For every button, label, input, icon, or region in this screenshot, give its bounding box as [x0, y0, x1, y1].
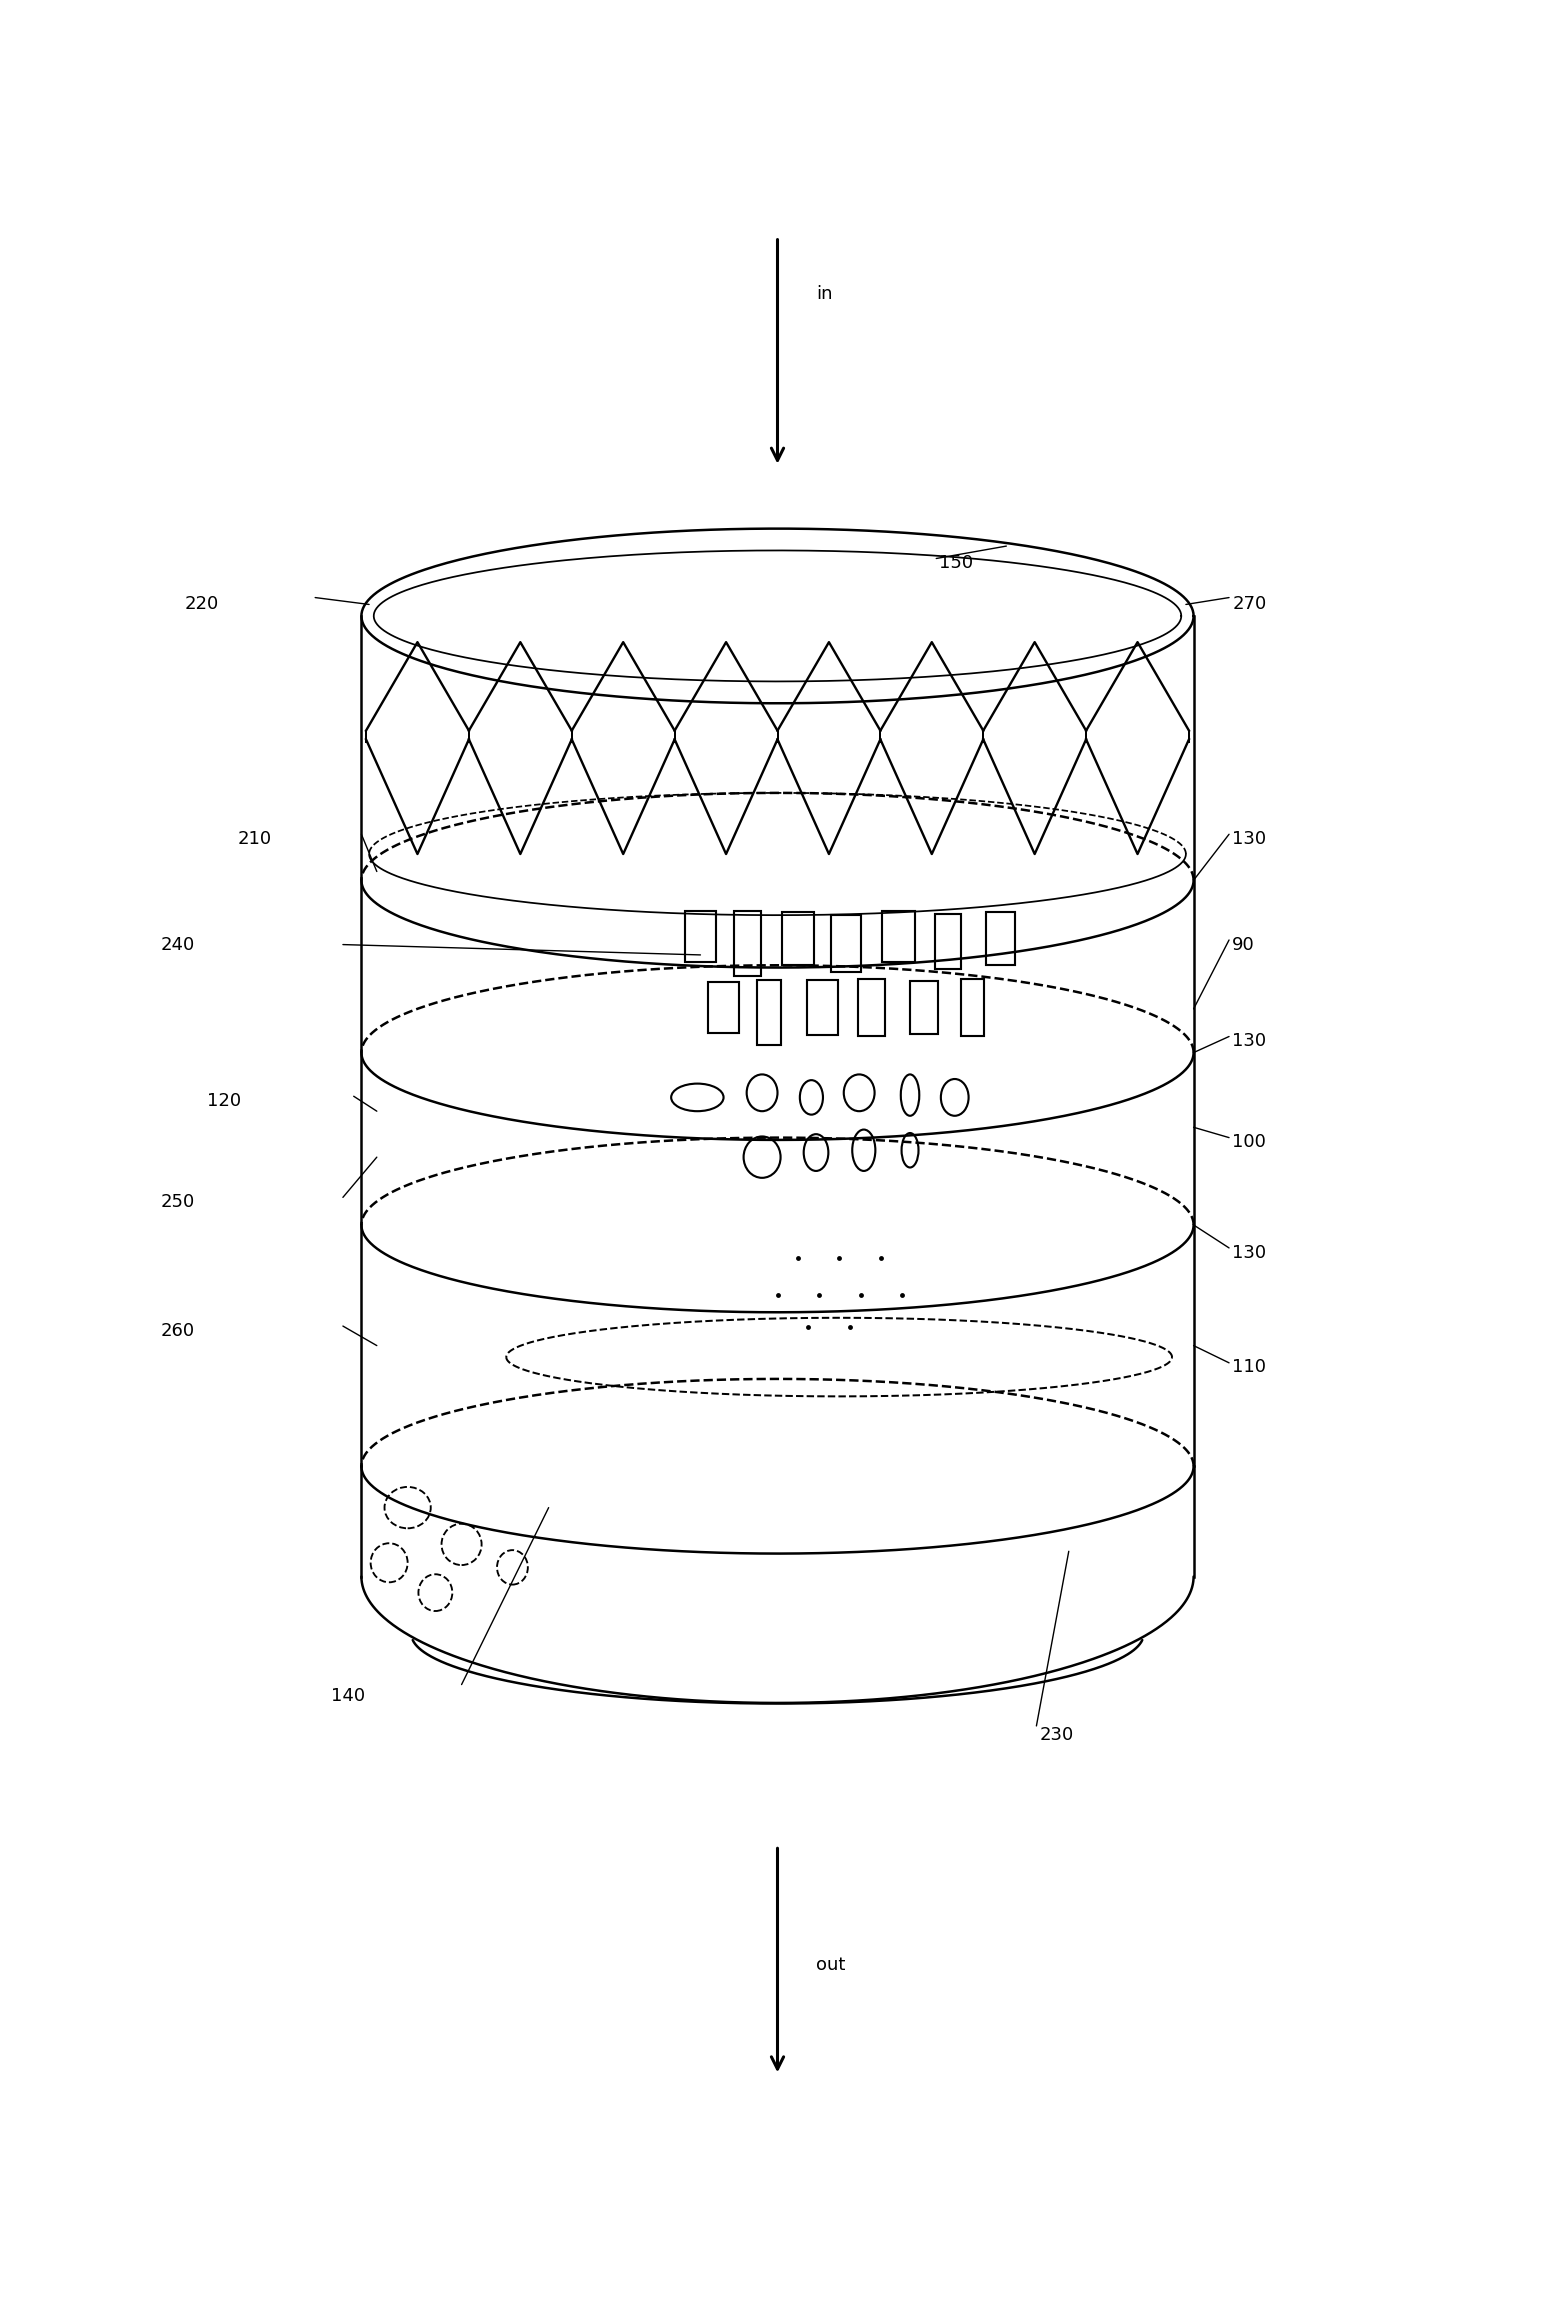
Bar: [961, 978, 984, 1036]
Text: 250: 250: [162, 1193, 196, 1211]
Text: 210: 210: [238, 830, 272, 849]
Text: 90: 90: [1232, 936, 1255, 953]
Text: 230: 230: [1039, 1727, 1075, 1743]
Bar: [734, 911, 760, 976]
Bar: [807, 980, 838, 1036]
Bar: [757, 980, 781, 1045]
Text: 110: 110: [1232, 1359, 1266, 1376]
Text: 140: 140: [331, 1688, 365, 1704]
Text: out: out: [816, 1956, 846, 1974]
Bar: [686, 911, 715, 962]
Text: 260: 260: [162, 1322, 196, 1339]
Text: 130: 130: [1232, 1031, 1266, 1050]
Text: 130: 130: [1232, 830, 1266, 849]
Bar: [858, 978, 885, 1036]
Bar: [935, 913, 961, 969]
Bar: [708, 983, 739, 1033]
Text: 270: 270: [1232, 596, 1266, 613]
Text: 130: 130: [1232, 1244, 1266, 1262]
Bar: [910, 980, 938, 1033]
Text: 220: 220: [183, 596, 218, 613]
Text: 120: 120: [207, 1091, 241, 1110]
Text: in: in: [816, 284, 832, 303]
Bar: [882, 911, 914, 962]
Text: 150: 150: [939, 555, 973, 571]
Text: 100: 100: [1232, 1133, 1266, 1151]
Bar: [832, 916, 861, 971]
Text: 240: 240: [162, 936, 196, 953]
Bar: [782, 913, 815, 964]
Bar: [986, 913, 1015, 964]
